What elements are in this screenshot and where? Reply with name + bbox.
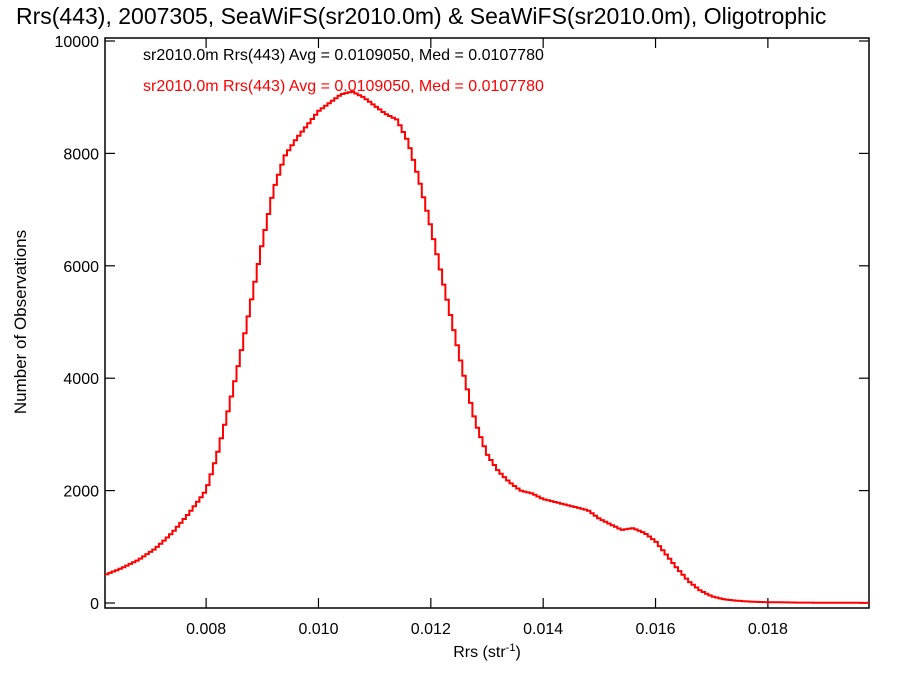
y-tick-label: 10000 bbox=[55, 34, 100, 51]
y-axis-label: Number of Observations bbox=[11, 230, 30, 414]
x-axis-label-close: ) bbox=[515, 644, 520, 661]
x-tick-label: 0.008 bbox=[186, 621, 226, 638]
y-tick-label: 8000 bbox=[63, 146, 99, 163]
x-tick-label: 0.012 bbox=[411, 621, 451, 638]
x-tick-label: 0.016 bbox=[636, 621, 676, 638]
x-tick-label: 0.010 bbox=[298, 621, 338, 638]
annotation-black: sr2010.0m Rrs(443) Avg = 0.0109050, Med … bbox=[143, 47, 544, 64]
annotation-red: sr2010.0m Rrs(443) Avg = 0.0109050, Med … bbox=[143, 78, 544, 95]
series-line bbox=[105, 90, 869, 604]
plot-frame bbox=[104, 37, 870, 609]
y-axis-ticks: 0 2000 4000 6000 8000 10000 bbox=[55, 34, 869, 613]
x-tick-label: 0.014 bbox=[523, 621, 563, 638]
y-tick-label: 6000 bbox=[63, 259, 99, 276]
y-tick-label: 4000 bbox=[63, 371, 99, 388]
chart-title: Rrs(443), 2007305, SeaWiFS(sr2010.0m) & … bbox=[16, 3, 826, 29]
x-tick-label: 0.018 bbox=[748, 621, 788, 638]
x-axis-ticks: 0.008 0.010 0.012 0.014 0.016 0.018 bbox=[186, 38, 788, 638]
x-axis-label: Rrs (str-1) bbox=[453, 642, 521, 661]
y-tick-label: 0 bbox=[90, 596, 99, 613]
y-tick-label: 2000 bbox=[63, 484, 99, 501]
x-axis-label-main: Rrs (str bbox=[453, 644, 506, 661]
x-axis-label-sup: -1 bbox=[506, 642, 516, 654]
